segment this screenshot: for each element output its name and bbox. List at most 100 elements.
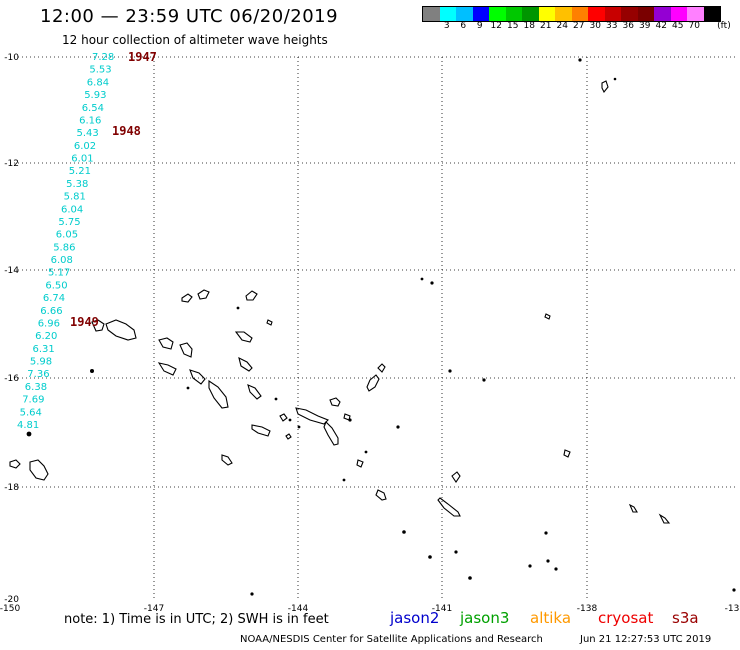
wave-height-value: 6.38 (25, 382, 47, 393)
color-swatch (604, 7, 621, 21)
wave-height-value: 4.81 (17, 420, 39, 431)
color-scale-label: 12 (490, 21, 502, 31)
wave-height-track: 7.28 5.536.84 5.93 6.546.16 5.43 6.02 6.015.21… (17, 52, 114, 431)
color-scale-label: 70 (688, 21, 700, 31)
color-scale-label: 21 (540, 21, 552, 31)
color-swatch (687, 7, 704, 21)
wave-height-value: 6.05 (56, 230, 78, 241)
color-swatch (703, 7, 720, 21)
color-scale-label: 9 (476, 21, 483, 31)
track-time-label: 1949 (70, 315, 99, 329)
lat-tick: -16 (4, 374, 19, 384)
wave-height-value: 6.84 (87, 77, 109, 88)
satellite-jason2: jason2 (390, 609, 440, 627)
longitude-ticks: -150 -147 -144 -141 -138 -13 (0, 604, 739, 614)
color-scale-label: 36 (622, 21, 634, 31)
lon-tick: -150 (0, 604, 20, 614)
color-scale-label: 33 (606, 21, 618, 31)
satellite-altika: altika (530, 609, 572, 627)
color-swatch (423, 7, 440, 21)
color-swatch (538, 7, 555, 21)
color-swatch (489, 7, 506, 21)
wave-height-value: 6.66 (40, 306, 62, 317)
credit-line: NOAA/NESDIS Center for Satellite Applica… (240, 634, 543, 645)
color-scale-label: 27 (573, 21, 585, 31)
wave-height-value: 5.86 (53, 242, 75, 253)
satellite-s3a: s3a (672, 609, 699, 627)
satellite-jason3: jason3 (460, 609, 510, 627)
color-swatch (621, 7, 638, 21)
color-scale-label: 15 (507, 21, 519, 31)
lon-tick: -147 (144, 604, 164, 614)
wave-height-value: 5.64 (20, 407, 42, 418)
lat-tick: -20 (4, 595, 19, 605)
color-scale-label: 18 (523, 21, 535, 31)
wave-height-value: 5.53 (89, 65, 111, 76)
wave-height-value: 6.74 (43, 293, 65, 304)
color-swatch (637, 7, 654, 21)
wave-height-value: 6.50 (45, 280, 67, 291)
lat-tick: -14 (4, 266, 19, 276)
footer-note: note: 1) Time is in UTC; 2) SWH is in fe… (64, 612, 329, 627)
wave-height-value: 5.93 (84, 90, 106, 101)
lat-tick: -18 (4, 483, 19, 493)
wave-height-value: 5.98 (30, 357, 52, 368)
wave-height-value: 5.43 (77, 128, 99, 139)
island-outlines (9, 80, 671, 524)
wave-height-value: 6.02 (74, 141, 96, 152)
grid-lines (10, 56, 735, 600)
track-time-label: 1948 (112, 124, 141, 138)
wave-height-value: 7.28 (92, 52, 114, 63)
wave-height-value: 6.96 (38, 319, 60, 330)
lon-tick: -138 (577, 604, 598, 614)
lon-tick: -13 (725, 604, 740, 614)
color-swatch (505, 7, 522, 21)
wave-height-value: 5.21 (69, 166, 91, 177)
wave-height-value: 7.36 (27, 369, 49, 380)
generated-timestamp: Jun 21 12:27:53 UTC 2019 (580, 634, 712, 645)
lat-tick: -12 (4, 159, 19, 169)
color-swatch (571, 7, 588, 21)
lat-tick: -10 (4, 53, 19, 63)
page-subtitle: 12 hour collection of altimeter wave hei… (62, 33, 328, 47)
track-time-labels: 1947 1948 1949 (70, 50, 157, 329)
wave-height-value: 5.81 (64, 192, 86, 203)
page-title: 12:00 — 23:59 UTC 06/20/2019 (40, 6, 339, 27)
wave-height-value: 6.08 (51, 255, 73, 266)
color-scale-label: 24 (556, 21, 568, 31)
satellite-cryosat: cryosat (598, 609, 654, 627)
color-scale-label: 3 (443, 21, 450, 31)
color-scale-label: 42 (655, 21, 667, 31)
color-scale-label: 6 (460, 21, 467, 31)
small-islets (26, 58, 736, 596)
color-scale-label: 45 (672, 21, 684, 31)
wave-height-value: 6.20 (35, 331, 57, 342)
color-scale-label: 39 (639, 21, 651, 31)
wave-height-value: 5.38 (66, 179, 88, 190)
color-swatch (670, 7, 687, 21)
color-swatch (472, 7, 489, 21)
color-scale-labels: 3 6 9 12 15 18 21 24 27 30 33 36 39 42 45 70 (ft) (422, 21, 740, 33)
color-swatch (588, 7, 605, 21)
color-swatch (439, 7, 456, 21)
latitude-ticks: -10 -12 -14 -16 -18 -20 (4, 53, 19, 605)
lon-tick: -144 (288, 604, 309, 614)
color-swatch (555, 7, 572, 21)
color-swatch (654, 7, 671, 21)
color-scale-unit: (ft) (717, 21, 731, 31)
track-time-label: 1947 (128, 50, 157, 64)
color-swatch (456, 7, 473, 21)
wave-height-value: 6.31 (33, 344, 55, 355)
wave-height-value: 7.69 (22, 395, 44, 406)
lon-tick: -141 (432, 604, 452, 614)
wave-height-value: 5.75 (58, 217, 80, 228)
wave-height-value: 6.54 (82, 103, 104, 114)
wave-height-value: 6.01 (71, 154, 93, 165)
wave-height-value: 5.17 (48, 268, 70, 279)
wave-height-value: 6.16 (79, 115, 101, 126)
color-scale-label: 30 (589, 21, 601, 31)
color-scale-bar (422, 6, 721, 22)
wave-height-value: 6.04 (61, 204, 83, 215)
color-swatch (522, 7, 539, 21)
